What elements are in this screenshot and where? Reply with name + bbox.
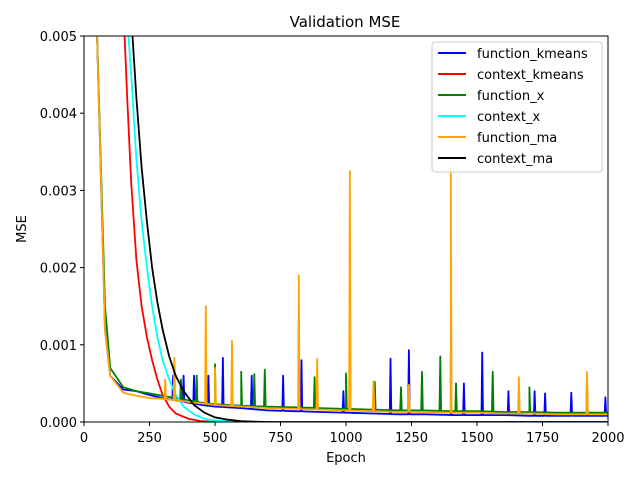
x-tick-label: 1250 xyxy=(395,431,428,446)
x-tick-label: 750 xyxy=(268,431,293,446)
series-line-function-x xyxy=(96,36,608,414)
legend-entry: function_kmeans xyxy=(477,47,588,62)
x-axis-label: Epoch xyxy=(326,451,366,466)
x-tick-label: 250 xyxy=(137,431,162,446)
chart-title: Validation MSE xyxy=(290,13,401,31)
legend-box xyxy=(431,41,603,173)
legend: function_kmeans context_kmeans function_xc… xyxy=(431,41,603,173)
x-tick-label: 2000 xyxy=(591,431,624,446)
y-axis: 0.000 0.001 0.002 0.003 0.004 0.005 xyxy=(40,30,84,431)
y-tick-label: 0.005 xyxy=(40,30,77,45)
y-tick-label: 0.003 xyxy=(40,184,77,199)
y-tick-label: 0.001 xyxy=(40,339,77,354)
y-tick-label: 0.002 xyxy=(40,262,77,277)
x-tick-label: 0 xyxy=(80,431,88,446)
x-tick-label: 500 xyxy=(203,431,228,446)
legend-entry: context_x xyxy=(477,110,540,125)
x-tick-label: 1000 xyxy=(329,431,362,446)
legend-entry: function_x xyxy=(477,89,545,104)
y-tick-label: 0.004 xyxy=(40,107,77,122)
series-layer xyxy=(96,36,608,422)
legend-entry: context_ma xyxy=(477,152,553,167)
legend-entry: context_kmeans xyxy=(477,68,584,83)
x-tick-label: 1500 xyxy=(460,431,493,446)
y-tick-label: 0.000 xyxy=(40,416,77,431)
y-axis-label: MSE xyxy=(15,215,30,243)
series-line-context-kmeans xyxy=(123,36,608,422)
x-axis: 0 250 500 750 1000 1250 1500 1750 2000 xyxy=(80,422,625,446)
x-tick-label: 1750 xyxy=(526,431,559,446)
series-line-context-ma xyxy=(131,36,608,422)
legend-entry: function_ma xyxy=(477,131,557,146)
series-line-context-x xyxy=(127,36,608,422)
